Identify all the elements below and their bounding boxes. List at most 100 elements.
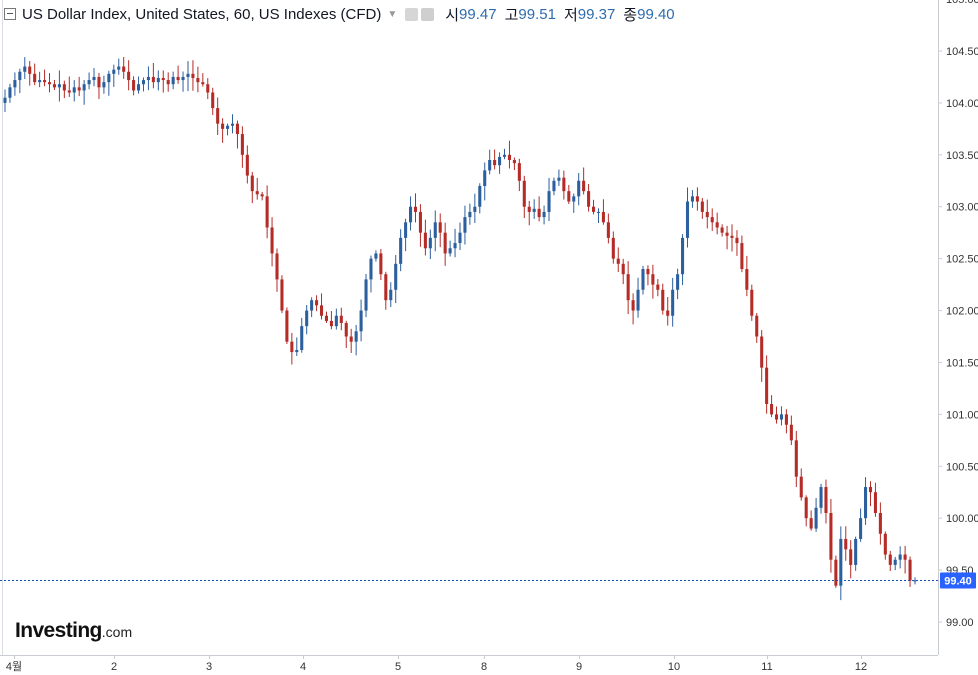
candle-body — [512, 160, 516, 164]
candle-body — [43, 80, 47, 83]
close-label: 종 — [623, 6, 638, 24]
y-tick-label: 101.50 — [946, 357, 978, 369]
candle-body — [319, 305, 324, 316]
candle-body — [404, 222, 408, 238]
candle-body — [3, 97, 7, 103]
x-tick-label: 4 — [300, 661, 306, 673]
candle-body — [77, 87, 81, 91]
candle-body — [423, 232, 427, 249]
candle-body — [255, 191, 259, 195]
candle-body — [399, 237, 403, 264]
candle-body — [819, 487, 823, 508]
x-tick-label: 8 — [481, 661, 487, 673]
candle-body — [587, 191, 591, 207]
candle-body — [428, 237, 432, 249]
candle-body — [527, 206, 531, 212]
x-tick-label: 12 — [855, 661, 867, 673]
candle-body — [87, 80, 91, 85]
y-tick-label: 103.50 — [946, 150, 978, 162]
settings-icon[interactable] — [421, 7, 435, 21]
candle-body — [695, 196, 699, 202]
candle-body — [176, 76, 180, 81]
candle-body — [542, 211, 546, 218]
candle-body — [191, 73, 195, 78]
candle-body — [730, 235, 734, 238]
candle-body — [883, 533, 887, 555]
candle-body — [230, 123, 235, 126]
candle-body — [127, 71, 131, 81]
candle-body — [715, 222, 719, 228]
candle-body — [552, 180, 556, 192]
candle-body — [211, 92, 215, 109]
candle-body — [245, 154, 249, 176]
candle-body — [166, 80, 170, 85]
candle-body — [57, 84, 61, 88]
candle-body — [260, 194, 264, 197]
candle-body — [596, 211, 601, 213]
y-tick-label: 102.00 — [946, 306, 978, 318]
candle-body — [784, 414, 788, 425]
high-value: 99.51 — [518, 5, 556, 23]
candle-body — [122, 66, 126, 72]
candle-body — [656, 284, 660, 290]
eye-icon[interactable] — [405, 7, 419, 21]
candle-body — [389, 289, 393, 301]
candle-body — [690, 196, 694, 202]
candle-body — [354, 331, 358, 342]
candle-body — [364, 279, 368, 311]
candle-body — [310, 300, 314, 311]
last-price-badge — [940, 572, 976, 589]
candle-body — [804, 497, 808, 519]
candle-body — [275, 253, 279, 280]
candle-body — [651, 274, 655, 285]
candle-body — [868, 487, 873, 493]
candle-body — [483, 170, 487, 186]
candle-body — [537, 208, 541, 218]
chevron-down-icon[interactable]: ▼ — [387, 8, 398, 20]
collapse-icon[interactable] — [4, 8, 16, 20]
candle-body — [740, 243, 744, 270]
candle-body — [601, 211, 605, 223]
candle-body — [394, 263, 398, 290]
low-label: 저 — [563, 6, 578, 24]
candle-body — [517, 163, 521, 181]
candle-body — [409, 206, 413, 223]
logo-suffix: .com — [101, 624, 133, 640]
candle-body — [809, 518, 813, 529]
candle-body — [161, 77, 165, 81]
candle-body — [418, 211, 422, 233]
candle-body — [705, 211, 709, 218]
candle-body — [151, 76, 155, 83]
candle-body — [468, 211, 472, 218]
candle-body — [864, 487, 868, 519]
candle-body — [33, 73, 37, 83]
symbol-title: US Dollar Index, United States, 60, US I… — [22, 5, 382, 23]
candle-body — [67, 90, 71, 93]
candle-body — [488, 160, 492, 171]
candle-body — [62, 84, 66, 91]
candle-body — [641, 269, 645, 290]
candle-body — [750, 289, 754, 316]
candle-body — [52, 84, 56, 88]
candle-body — [433, 222, 437, 238]
candle-body — [636, 289, 640, 311]
candle-body — [799, 476, 803, 498]
candle-body — [349, 336, 353, 342]
candle-body — [700, 201, 704, 212]
candle-body — [300, 326, 304, 350]
candle-body — [671, 289, 675, 316]
candle-body — [898, 554, 902, 560]
low-value: 99.37 — [577, 5, 616, 23]
candle-body — [824, 487, 828, 513]
candle-body — [913, 580, 917, 582]
candle-body — [97, 76, 101, 88]
candle-body — [285, 310, 289, 342]
candle-body — [591, 206, 596, 212]
candle-body — [28, 66, 32, 74]
candle-body — [710, 217, 714, 223]
x-tick-label: 3 — [206, 661, 212, 673]
candle-body — [844, 538, 848, 550]
y-tick-label: 102.50 — [946, 254, 978, 266]
candle-body — [379, 253, 383, 275]
